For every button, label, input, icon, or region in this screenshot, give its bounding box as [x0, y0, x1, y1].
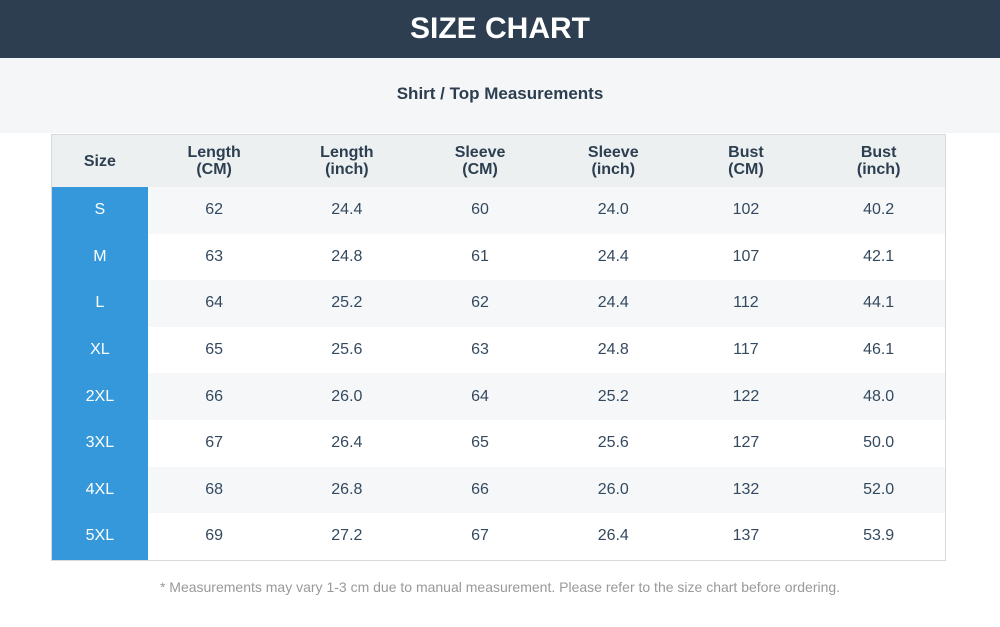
measurement-cell: 44.1 [812, 280, 946, 327]
measurement-cell: 127 [732, 434, 760, 452]
size-cell: 5XL [51, 513, 148, 561]
measurement-cell: 64 [413, 373, 547, 420]
measurement-cell: 24.0 [546, 187, 680, 234]
size-cell: XL [51, 326, 148, 374]
footnote: * Measurements may vary 1-3 cm due to ma… [159, 579, 841, 595]
size-cell: 2XL [51, 373, 148, 420]
table-row: 5XL 69 27.2 67 26.4 137 53.9 [51, 513, 946, 561]
measurement-cell: 24.4 [546, 280, 680, 327]
table-row: M 63 24.8 61 24.4 107 42.1 [51, 233, 946, 281]
measurement-cell: 62 [147, 187, 281, 234]
size-cell: L [51, 280, 148, 327]
column-header: Bust (inch) [812, 134, 946, 187]
subtitle-bar: Shirt / Top Measurements [0, 58, 1000, 133]
measurement-cell: 24.4 [280, 187, 414, 234]
measurement-cell: 67 [471, 527, 489, 545]
size-cell: 3XL [51, 419, 148, 467]
measurement-cell: 46.1 [863, 341, 895, 359]
measurement-cell: 132 [679, 466, 813, 514]
measurement-cell: 48.0 [812, 373, 946, 420]
measurement-cell: 64 [147, 280, 281, 327]
measurement-cell: 25.6 [597, 434, 629, 452]
header-line: Length [187, 144, 241, 161]
title: SIZE CHART [410, 12, 590, 45]
measurement-cell: 65 [205, 341, 224, 359]
table-row: 2XL 66 26.0 64 25.2 122 48.0 [51, 373, 946, 420]
measurement-cell: 27.2 [331, 527, 363, 545]
measurement-cell: 67 [205, 434, 224, 452]
header-line: Size [83, 152, 116, 170]
column-header: Size [51, 134, 148, 187]
table-row: S 62 24.4 60 24.0 102 40.2 [51, 187, 946, 234]
header-line: (inch) [591, 161, 636, 178]
size-cell: M [51, 233, 148, 281]
measurement-cell: 24.8 [331, 247, 363, 265]
header-line: Length [320, 144, 374, 161]
measurement-cell: 26.0 [546, 466, 680, 514]
measurement-cell: 61 [471, 247, 489, 265]
size-cell: S [51, 187, 148, 234]
column-header: Sleeve (inch) [546, 134, 680, 187]
title-bar: SIZE CHART [0, 0, 1000, 58]
header-line: (inch) [325, 161, 369, 178]
header-line: (CM) [728, 161, 764, 178]
measurement-cell: 137 [732, 527, 760, 545]
measurement-cell: 26.8 [280, 466, 414, 514]
measurement-cell: 50.0 [863, 434, 895, 452]
measurement-cell: 26.4 [597, 527, 629, 545]
measurement-cell: 122 [679, 373, 813, 420]
column-header: Sleeve (CM) [413, 134, 547, 187]
measurement-cell: 112 [679, 280, 813, 327]
measurement-cell: 40.2 [812, 187, 946, 234]
measurement-cell: 66 [413, 466, 547, 514]
measurement-cell: 25.6 [331, 341, 363, 359]
size-table: Size Length (CM) Length (inch) Sleeve (CM) Slee… [51, 134, 946, 561]
column-header: Length (CM) [147, 134, 281, 187]
measurement-cell: 24.4 [597, 247, 629, 265]
table-row: L 64 25.2 62 24.4 112 44.1 [51, 280, 946, 327]
measurement-cell: 117 [733, 341, 759, 359]
header-line: Bust [860, 144, 897, 161]
measurement-cell: 63 [205, 247, 224, 265]
subtitle: Shirt / Top Measurements [396, 84, 604, 103]
measurement-cell: 65 [471, 434, 489, 452]
header-line: Sleeve [587, 144, 639, 161]
table-row: 3XL 67 26.4 65 25.6 127 50.0 [51, 419, 946, 467]
size-cell: 4XL [51, 466, 148, 514]
header-line: (CM) [462, 161, 498, 178]
measurement-cell: 52.0 [812, 466, 946, 514]
measurement-cell: 107 [732, 247, 760, 265]
header-line: (CM) [196, 161, 232, 178]
measurement-cell: 63 [471, 341, 489, 359]
header-line: Bust [728, 144, 764, 161]
measurement-cell: 53.9 [863, 527, 895, 545]
column-header: Length (inch) [280, 134, 414, 187]
header-row: Size Length (CM) Length (inch) Sleeve (CM) Slee… [51, 134, 946, 187]
measurement-cell: 68 [147, 466, 281, 514]
measurement-cell: 25.2 [280, 280, 414, 327]
measurement-cell: 69 [205, 527, 224, 545]
measurement-cell: 26.4 [331, 434, 363, 452]
header-line: (inch) [856, 161, 901, 178]
table-row: XL 65 25.6 63 24.8 117 46.1 [51, 326, 946, 374]
measurement-cell: 66 [147, 373, 281, 420]
header-line: Sleeve [454, 144, 506, 161]
measurement-cell: 25.2 [546, 373, 680, 420]
table-row: 4XL 68 26.8 66 26.0 132 52.0 [51, 466, 946, 514]
measurement-cell: 60 [413, 187, 547, 234]
measurement-cell: 42.1 [863, 247, 895, 265]
column-header: Bust (CM) [679, 134, 813, 187]
measurement-cell: 24.8 [597, 341, 629, 359]
measurement-cell: 102 [679, 187, 813, 234]
measurement-cell: 62 [413, 280, 547, 327]
measurement-cell: 26.0 [280, 373, 414, 420]
